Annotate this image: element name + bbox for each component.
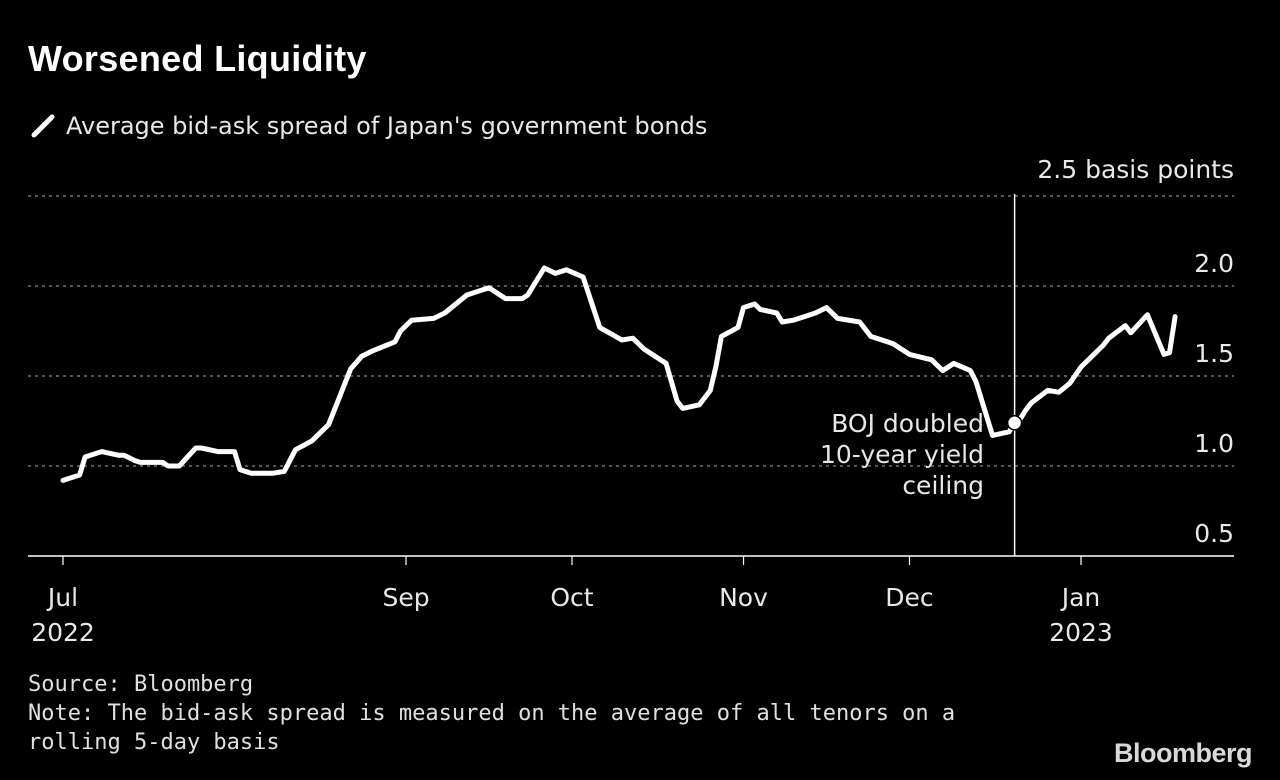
- y-tick-label: 2.0: [1194, 249, 1234, 278]
- line-chart: 2.5 basis points 1.0 1.5 2.0 0.5 Jul 2022 Sep Oc…: [28, 155, 1234, 647]
- annotation-text: 10-year yield: [820, 440, 984, 469]
- x-tick-label: Jul: [46, 583, 78, 612]
- annotation-text: BOJ doubled: [831, 409, 984, 438]
- x-tick-label: Oct: [550, 583, 593, 612]
- note-text: Note: The bid-ask spread is measured on …: [28, 701, 956, 755]
- legend: Average bid-ask spread of Japan's govern…: [30, 110, 707, 142]
- y-tick-label: 1.5: [1194, 339, 1234, 368]
- x-tick-year-label: 2023: [1049, 618, 1113, 647]
- series-line: [60, 265, 1178, 483]
- event-marker: [1006, 415, 1023, 431]
- x-tick-label: Sep: [382, 583, 429, 612]
- x-tick-label: Nov: [719, 583, 768, 612]
- legend-label: Average bid-ask spread of Japan's govern…: [66, 112, 708, 140]
- y-tick-label: 1.0: [1194, 429, 1234, 458]
- chart-title: Worsened Liquidity: [28, 38, 367, 79]
- x-tick-label: Jan: [1060, 583, 1101, 612]
- y-tick-label: 0.5: [1194, 519, 1234, 548]
- unit-label: 2.5 basis points: [1037, 155, 1234, 184]
- x-tick-label: Dec: [885, 583, 933, 612]
- brand-logo: Bloomberg: [1113, 738, 1253, 768]
- x-tick-year-label: 2022: [31, 618, 95, 647]
- source-text: Source: Bloomberg: [28, 672, 254, 697]
- annotation-text: ceiling: [902, 471, 984, 500]
- footer: Source: Bloomberg Note: The bid-ask spre…: [28, 670, 1038, 757]
- line-legend-icon: [30, 113, 56, 139]
